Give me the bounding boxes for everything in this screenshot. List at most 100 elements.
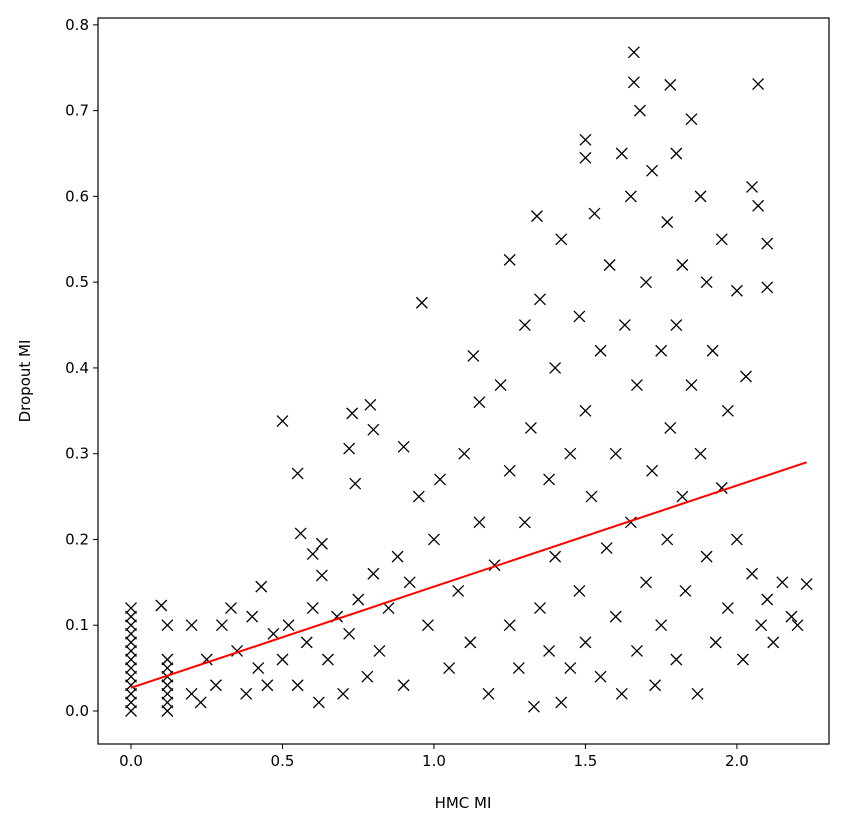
point xyxy=(267,627,280,640)
point xyxy=(315,569,328,582)
point xyxy=(627,46,640,59)
point xyxy=(458,447,471,460)
point xyxy=(155,599,168,612)
point xyxy=(125,610,137,623)
point xyxy=(161,662,174,675)
point xyxy=(306,602,319,615)
point xyxy=(473,516,486,529)
point xyxy=(573,310,586,323)
point xyxy=(740,370,752,383)
point xyxy=(194,696,207,709)
x-tick-label: 1.0 xyxy=(422,752,446,770)
point xyxy=(125,602,137,615)
point xyxy=(694,190,707,203)
point xyxy=(246,610,259,623)
plot-frame xyxy=(97,17,830,745)
point xyxy=(494,379,507,392)
point xyxy=(721,602,734,615)
point xyxy=(640,276,652,289)
point xyxy=(776,576,789,589)
point xyxy=(709,636,722,649)
y-tick-label: 0.6 xyxy=(65,187,89,205)
point xyxy=(464,636,477,649)
point xyxy=(403,576,416,589)
point xyxy=(255,580,268,593)
point xyxy=(503,253,516,266)
point xyxy=(706,344,719,357)
point xyxy=(352,593,365,606)
point xyxy=(312,696,325,709)
point xyxy=(549,550,562,563)
point xyxy=(367,567,380,580)
point xyxy=(555,696,568,709)
point xyxy=(518,516,531,529)
point xyxy=(564,447,577,460)
point xyxy=(473,396,486,409)
point xyxy=(512,662,525,675)
point xyxy=(367,423,380,436)
point xyxy=(685,113,698,126)
point xyxy=(676,490,689,503)
point xyxy=(700,276,713,289)
point xyxy=(315,537,328,550)
point xyxy=(125,662,137,675)
point xyxy=(655,344,668,357)
point xyxy=(785,610,798,623)
point xyxy=(624,516,637,529)
point xyxy=(306,548,319,560)
point xyxy=(767,636,780,649)
point xyxy=(618,319,631,331)
point xyxy=(125,705,137,717)
point xyxy=(531,210,543,223)
point xyxy=(276,415,289,428)
point xyxy=(482,687,495,700)
point xyxy=(434,473,446,486)
point xyxy=(761,281,774,294)
point xyxy=(594,344,607,357)
point xyxy=(125,653,137,666)
point xyxy=(161,679,174,692)
point xyxy=(412,490,425,503)
point xyxy=(573,584,586,597)
point xyxy=(655,619,668,632)
point xyxy=(209,679,222,692)
point xyxy=(125,679,137,692)
point xyxy=(715,233,728,246)
point xyxy=(300,636,313,649)
point xyxy=(594,670,607,683)
point xyxy=(555,233,568,246)
point xyxy=(534,602,546,615)
point xyxy=(579,404,592,417)
point xyxy=(685,379,698,392)
point xyxy=(421,619,434,632)
point xyxy=(282,619,295,632)
point xyxy=(664,421,677,434)
point xyxy=(443,662,456,675)
point xyxy=(125,696,137,709)
point xyxy=(646,164,659,177)
point xyxy=(691,687,704,700)
point xyxy=(588,207,601,220)
point xyxy=(364,398,377,411)
point xyxy=(627,76,640,89)
point xyxy=(615,687,628,700)
point xyxy=(649,679,662,692)
point xyxy=(240,687,253,700)
point xyxy=(321,653,334,666)
point xyxy=(524,421,537,434)
point xyxy=(746,180,759,193)
y-axis-label: Dropout MI xyxy=(16,340,34,423)
y-tick-label: 0.4 xyxy=(65,359,89,377)
y-tick-label: 0.2 xyxy=(65,530,89,548)
point xyxy=(125,619,137,632)
point xyxy=(125,670,137,683)
point xyxy=(261,679,274,692)
point xyxy=(361,670,374,683)
point xyxy=(640,576,652,589)
point xyxy=(700,550,713,563)
point xyxy=(609,447,622,460)
x-tick-label: 2.0 xyxy=(725,752,749,770)
point xyxy=(337,687,350,700)
point xyxy=(579,133,592,146)
